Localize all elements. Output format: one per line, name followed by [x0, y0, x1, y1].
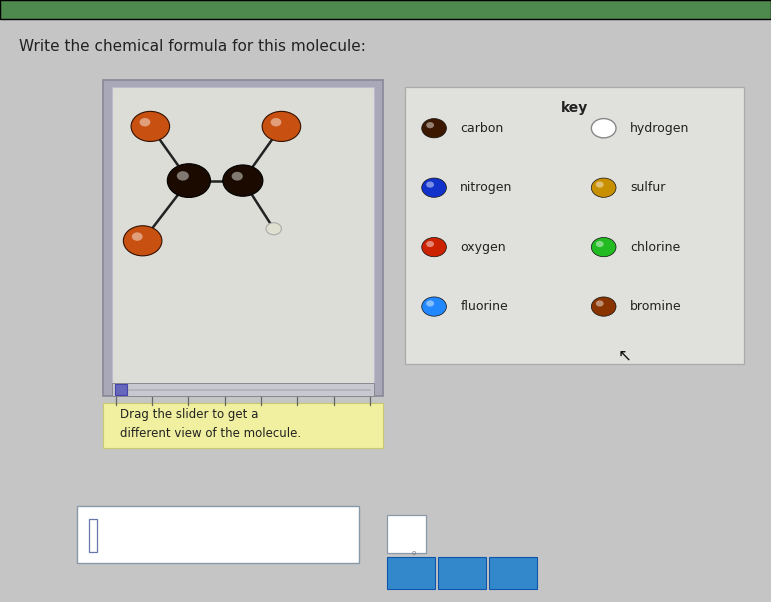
FancyBboxPatch shape — [112, 87, 374, 388]
Circle shape — [132, 232, 143, 241]
Text: ↵: ↵ — [456, 566, 468, 580]
Circle shape — [426, 241, 434, 247]
Circle shape — [167, 164, 210, 197]
Text: chlorine: chlorine — [630, 241, 680, 253]
FancyBboxPatch shape — [489, 557, 537, 589]
FancyBboxPatch shape — [405, 87, 744, 364]
Text: x: x — [406, 566, 416, 580]
Circle shape — [596, 182, 604, 188]
Circle shape — [422, 119, 446, 138]
FancyBboxPatch shape — [103, 403, 383, 448]
FancyBboxPatch shape — [77, 506, 359, 563]
Circle shape — [422, 178, 446, 197]
Text: Drag the slider to get a
different view of the molecule.: Drag the slider to get a different view … — [120, 408, 301, 439]
Text: nitrogen: nitrogen — [460, 181, 513, 194]
FancyBboxPatch shape — [112, 383, 374, 396]
FancyBboxPatch shape — [103, 80, 383, 396]
Text: ↖: ↖ — [618, 346, 631, 364]
Circle shape — [131, 111, 170, 141]
Circle shape — [266, 223, 281, 235]
Circle shape — [596, 241, 604, 247]
Text: oxygen: oxygen — [460, 241, 506, 253]
Text: key: key — [561, 101, 588, 114]
Circle shape — [422, 297, 446, 316]
Circle shape — [177, 171, 189, 181]
Circle shape — [596, 300, 604, 306]
Text: bromine: bromine — [630, 300, 682, 313]
Text: Write the chemical formula for this molecule:: Write the chemical formula for this mole… — [19, 39, 366, 54]
Circle shape — [231, 172, 243, 181]
Circle shape — [422, 238, 446, 257]
FancyBboxPatch shape — [387, 557, 435, 589]
Text: carbon: carbon — [460, 122, 503, 135]
Circle shape — [591, 178, 616, 197]
Text: ?: ? — [509, 566, 517, 580]
Circle shape — [591, 238, 616, 257]
Circle shape — [123, 226, 162, 256]
Circle shape — [140, 118, 150, 126]
Circle shape — [223, 165, 263, 196]
Text: sulfur: sulfur — [630, 181, 665, 194]
Circle shape — [271, 118, 281, 126]
Circle shape — [591, 297, 616, 316]
Circle shape — [426, 122, 434, 128]
Circle shape — [426, 182, 434, 188]
Circle shape — [262, 111, 301, 141]
Text: hydrogen: hydrogen — [630, 122, 689, 135]
Circle shape — [426, 300, 434, 306]
Text: fluorine: fluorine — [460, 300, 508, 313]
FancyBboxPatch shape — [115, 384, 127, 395]
FancyBboxPatch shape — [438, 557, 486, 589]
Circle shape — [591, 119, 616, 138]
Text: o: o — [412, 550, 416, 556]
FancyBboxPatch shape — [0, 0, 771, 19]
FancyBboxPatch shape — [387, 515, 426, 553]
